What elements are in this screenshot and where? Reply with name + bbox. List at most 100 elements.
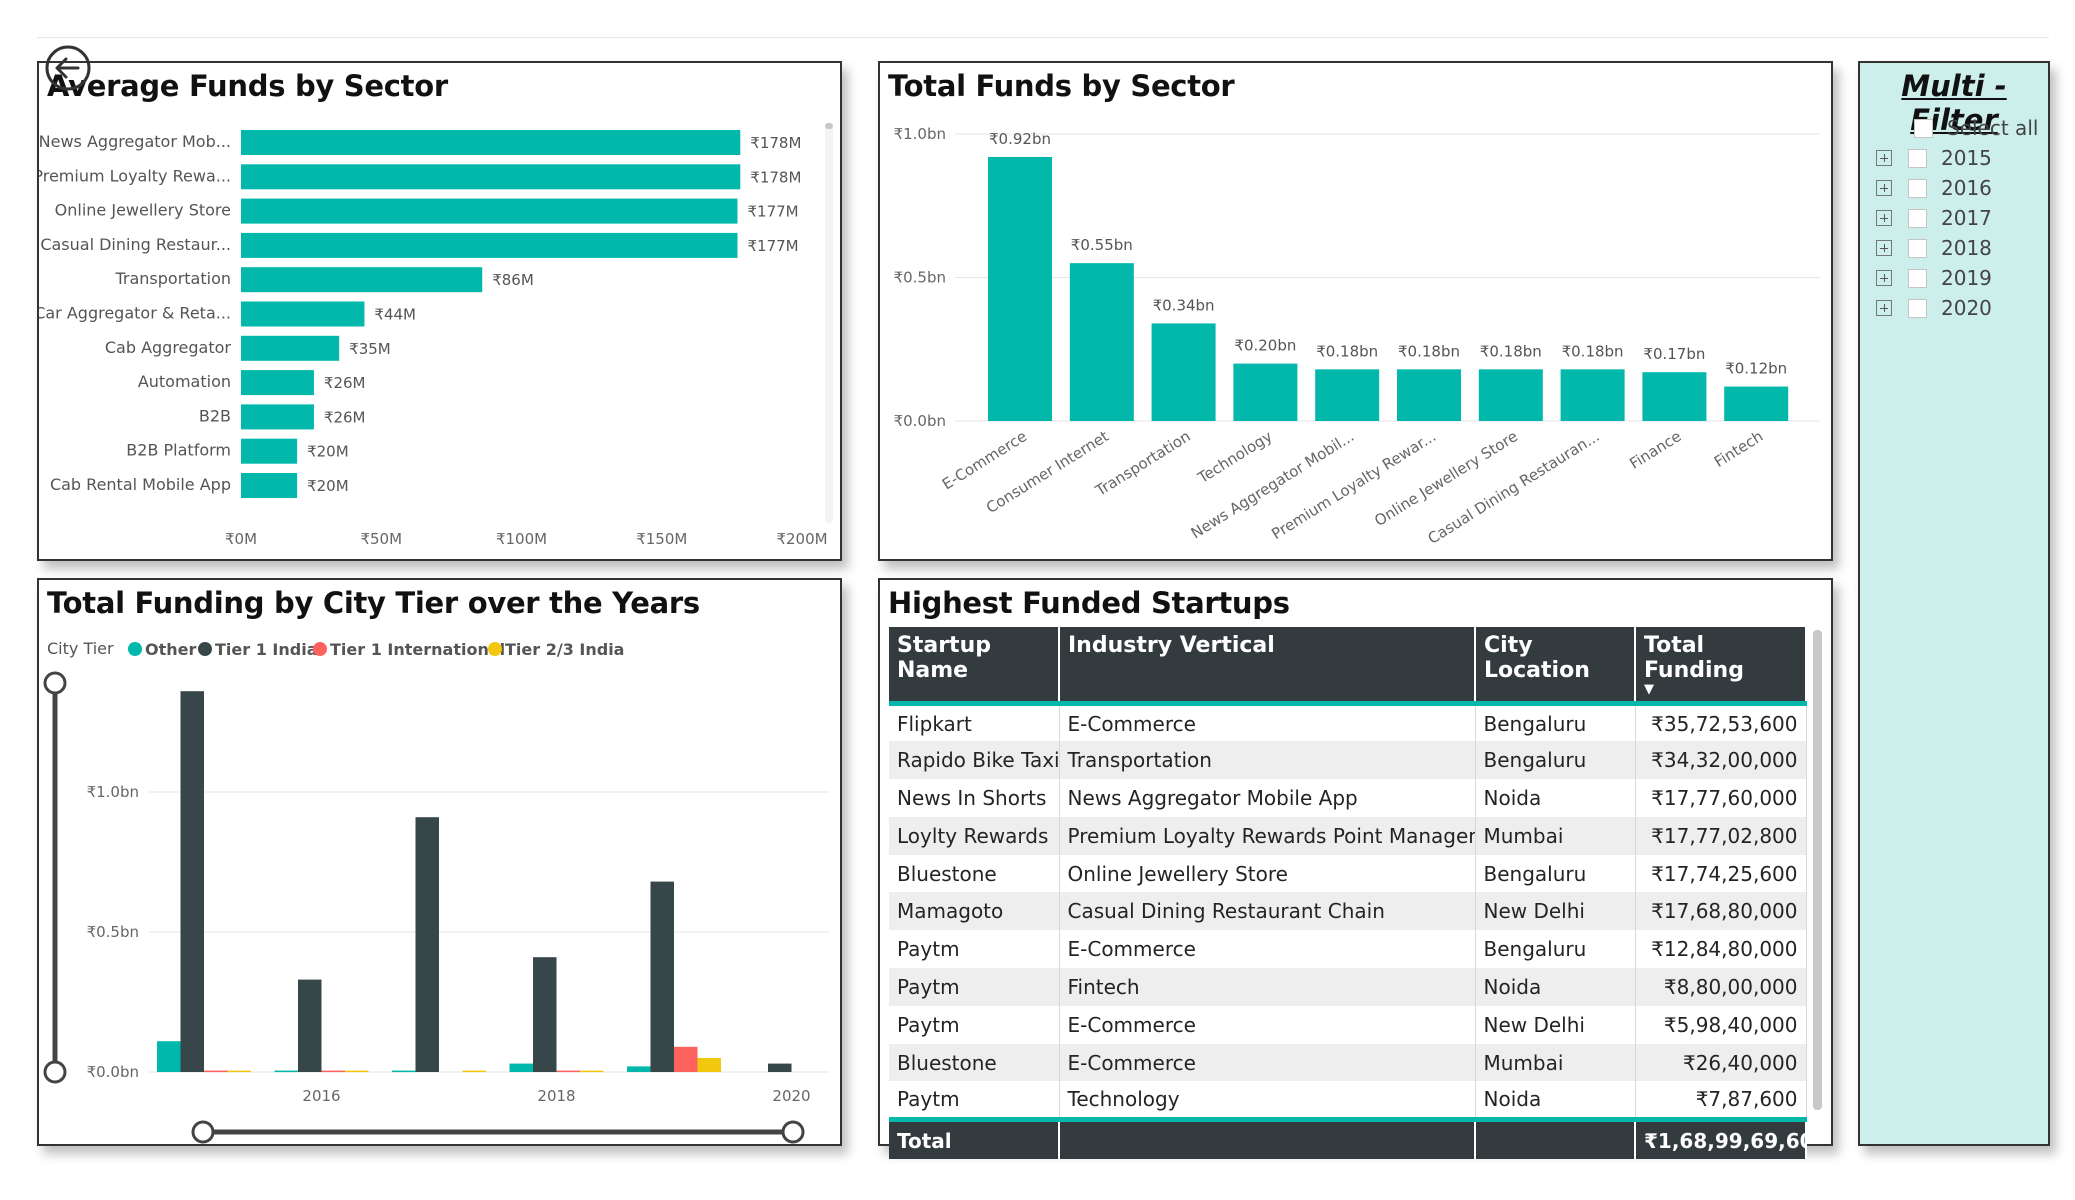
column-header-city-location[interactable]: City Location [1475, 627, 1636, 706]
bar[interactable] [1724, 386, 1789, 421]
city-tier-chart[interactable]: ₹1.0bn ₹0.5bn ₹0.0bn City Tier Other Tier 1 I… [39, 580, 840, 1144]
filter-year-option[interactable]: 2020 [1876, 295, 1992, 321]
bar[interactable] [556, 1070, 581, 1073]
table-row[interactable]: Flipkart E-Commerce Bengaluru ₹35,72,53,600 [889, 703, 1807, 742]
expand-plus-icon[interactable] [1876, 240, 1892, 256]
bar[interactable] [1069, 263, 1134, 421]
select-all-label: Select all [1947, 116, 2039, 140]
table-row[interactable]: Bluestone Online Jewellery Store Bengaluru… [889, 854, 1807, 893]
scrollbar[interactable] [825, 123, 833, 523]
bar[interactable] [392, 1070, 416, 1073]
bar[interactable] [345, 1070, 369, 1073]
bar[interactable] [274, 1070, 299, 1073]
x-range-slider-handle[interactable] [781, 1120, 805, 1144]
bar[interactable] [204, 1070, 228, 1073]
column-header-total-funding[interactable]: Total Funding ▼ [1635, 627, 1807, 706]
filter-year-option[interactable]: 2016 [1876, 175, 1992, 201]
table-scrollbar[interactable] [1813, 630, 1822, 1110]
bar[interactable] [580, 1070, 604, 1073]
table-row[interactable]: Mamagoto Casual Dining Restaurant Chain Ne… [889, 892, 1807, 931]
table-scrollbar-thumb[interactable] [1813, 630, 1822, 1110]
select-all-option[interactable]: Select all [1914, 115, 2038, 141]
year-checkbox[interactable] [1908, 178, 1927, 198]
bar[interactable] [241, 301, 365, 327]
bar[interactable] [650, 881, 675, 1072]
bar[interactable] [1478, 369, 1543, 421]
year-checkbox[interactable] [1908, 268, 1927, 288]
table-row[interactable]: Paytm Fintech Noida ₹8,80,00,000 [889, 968, 1807, 1006]
x-tick-label: ₹0M [225, 530, 257, 548]
city-tier-panel[interactable]: Total Funding by City Tier over the Year… [37, 578, 842, 1146]
bar[interactable] [415, 817, 440, 1072]
bar[interactable] [321, 1070, 346, 1073]
y-range-slider-handle[interactable] [43, 1060, 67, 1084]
y-range-slider-handle[interactable] [43, 671, 67, 695]
expand-plus-icon[interactable] [1876, 270, 1892, 286]
table-row[interactable]: Bluestone E-Commerce Mumbai ₹26,40,000 [889, 1043, 1807, 1082]
sort-descending-icon[interactable]: ▼ [1644, 682, 1654, 697]
bar[interactable] [1560, 369, 1625, 421]
bar[interactable] [241, 232, 738, 258]
year-checkbox[interactable] [1908, 238, 1927, 258]
average-funds-chart[interactable]: News Aggregator Mob... ₹178M Premium Loyal… [39, 63, 840, 559]
back-arrow-icon[interactable] [44, 44, 92, 92]
table-row[interactable]: Loylty Rewards Premium Loyalty Rewards Po… [889, 816, 1807, 855]
bar[interactable] [988, 156, 1052, 421]
table-row[interactable]: Paytm E-Commerce Bengaluru ₹12,84,80,000 [889, 930, 1807, 969]
bar[interactable] [1397, 369, 1461, 421]
table-row[interactable]: Paytm E-Commerce New Delhi ₹5,98,40,000 [889, 1005, 1807, 1044]
table-row[interactable]: Rapido Bike Taxi Transportation Bengaluru ₹… [889, 741, 1807, 780]
year-checkbox[interactable] [1908, 298, 1927, 318]
year-checkbox[interactable] [1908, 208, 1927, 228]
expand-plus-icon[interactable] [1876, 300, 1892, 316]
bar[interactable] [241, 438, 298, 464]
bar[interactable] [674, 1046, 698, 1072]
x-range-slider-handle[interactable] [191, 1120, 215, 1144]
bar[interactable] [241, 130, 741, 155]
bar[interactable] [241, 198, 738, 224]
expand-plus-icon[interactable] [1876, 210, 1892, 226]
total-funds-chart[interactable]: ₹1.0bn₹0.5bn₹0.0bn₹0.92bnE-Commerce₹0.55… [880, 63, 1831, 559]
scrollbar-thumb[interactable] [825, 123, 833, 129]
table-row[interactable]: Paytm Technology Noida ₹7,87,600 [889, 1081, 1807, 1120]
bar[interactable] [180, 691, 205, 1072]
bar[interactable] [227, 1070, 252, 1073]
bar[interactable] [241, 267, 483, 293]
filter-year-option[interactable]: 2019 [1876, 265, 1992, 291]
filter-year-option[interactable]: 2018 [1876, 235, 1992, 261]
year-checkbox[interactable] [1908, 148, 1927, 168]
startups-table[interactable]: Startup Name Industry Vertical City Loca… [889, 627, 1807, 1160]
bar[interactable] [1233, 363, 1298, 421]
filter-year-option[interactable]: 2015 [1876, 145, 1992, 171]
legend-label: Tier 1 International [330, 640, 505, 659]
panel-title: Total Funds by Sector [888, 69, 1235, 103]
multi-filter-panel[interactable]: Multi - Filter Select all 2015 2016 2017 20… [1858, 61, 2050, 1146]
bar[interactable] [241, 164, 741, 190]
bar[interactable] [241, 473, 298, 498]
bar[interactable] [298, 979, 322, 1072]
select-all-checkbox[interactable] [1914, 118, 1933, 138]
bar[interactable] [241, 370, 314, 396]
column-header-startup-name[interactable]: Startup Name [889, 627, 1060, 706]
bar[interactable] [768, 1063, 792, 1072]
bar[interactable] [1151, 323, 1216, 421]
average-funds-panel[interactable]: Average Funds by Sector News Aggregator … [37, 61, 842, 561]
bar[interactable] [462, 1070, 487, 1073]
expand-plus-icon[interactable] [1876, 180, 1892, 196]
bar[interactable] [1315, 369, 1380, 421]
bar[interactable] [241, 335, 340, 361]
expand-plus-icon[interactable] [1876, 150, 1892, 166]
bar[interactable] [627, 1066, 651, 1072]
bar[interactable] [1642, 372, 1707, 421]
bar[interactable] [241, 404, 314, 430]
highest-funded-panel[interactable]: Highest Funded Startups Startup Name Ind… [878, 578, 1833, 1160]
filter-year-option[interactable]: 2017 [1876, 205, 1992, 231]
total-funds-panel[interactable]: Total Funds by Sector ₹1.0bn ₹0.5bn ₹0.0bn… [878, 61, 1833, 561]
column-header-industry-vertical[interactable]: Industry Vertical [1059, 627, 1476, 706]
table-row[interactable]: News In Shorts News Aggregator Mobile App… [889, 779, 1807, 817]
x-tick-label: 2020 [772, 1087, 810, 1105]
bar[interactable] [533, 957, 557, 1072]
bar[interactable] [509, 1063, 534, 1072]
bar[interactable] [697, 1058, 722, 1072]
bar[interactable] [157, 1041, 181, 1072]
